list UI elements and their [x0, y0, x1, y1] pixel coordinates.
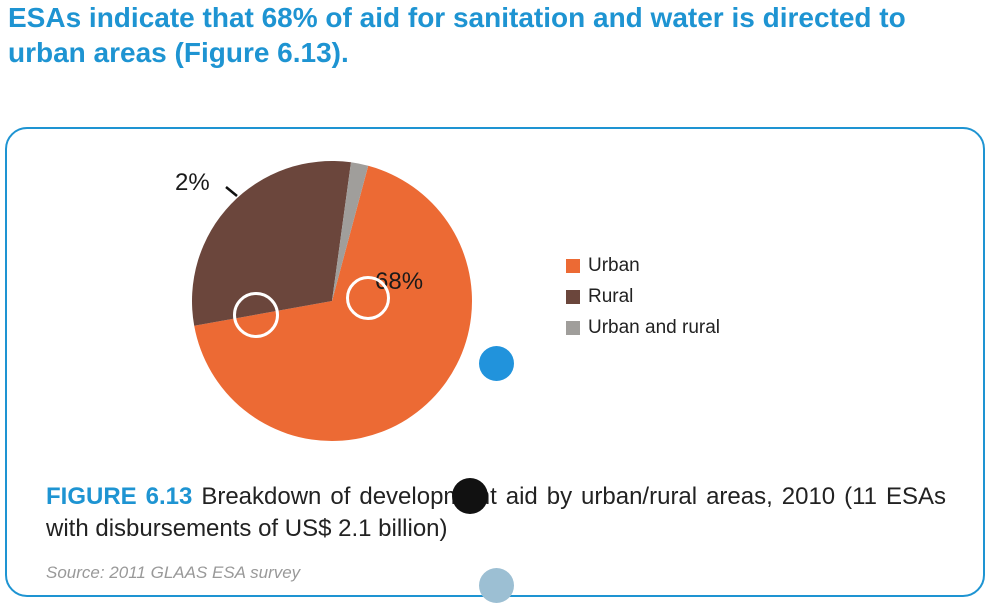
- marker-dot-black: [452, 478, 488, 514]
- legend-label-urban: Urban: [588, 254, 640, 276]
- pie-slice-urban: [194, 165, 472, 442]
- legend-item-urban: Urban: [566, 250, 720, 281]
- legend-item-urban-and-rural: Urban and rural: [566, 312, 720, 343]
- caption-text: Breakdown of development aid by urban/ru…: [46, 483, 947, 542]
- marker-ring-rural: [233, 292, 279, 338]
- marker-ring-urban: [346, 276, 390, 320]
- marker-dot-light-blue: [479, 568, 514, 603]
- legend-label-urban-and-rural: Urban and rural: [588, 316, 721, 338]
- marker-dot-blue: [479, 346, 514, 381]
- leader-line-urban-and-rural: [225, 186, 238, 197]
- figure-caption: FIGURE 6.13 Breakdown of development aid…: [46, 481, 946, 545]
- slice-label-urban-and-rural: 2%: [175, 169, 210, 196]
- page-heading: ESAs indicate that 68% of aid for sanita…: [8, 2, 906, 68]
- legend-swatch-rural: [566, 289, 580, 304]
- legend-label-rural: Rural: [588, 285, 634, 307]
- pie-slice-urban-and-rural: [332, 162, 369, 301]
- figure-number: FIGURE 6.13: [46, 483, 193, 510]
- source-note: Source: 2011 GLAAS ESA survey: [46, 563, 301, 582]
- legend-swatch-urban-and-rural: [566, 320, 580, 335]
- legend-item-rural: Rural: [566, 281, 720, 312]
- pie-slice-rural: [191, 161, 351, 326]
- legend: Urban Rural Urban and rural: [566, 250, 720, 343]
- legend-swatch-urban: [566, 258, 580, 273]
